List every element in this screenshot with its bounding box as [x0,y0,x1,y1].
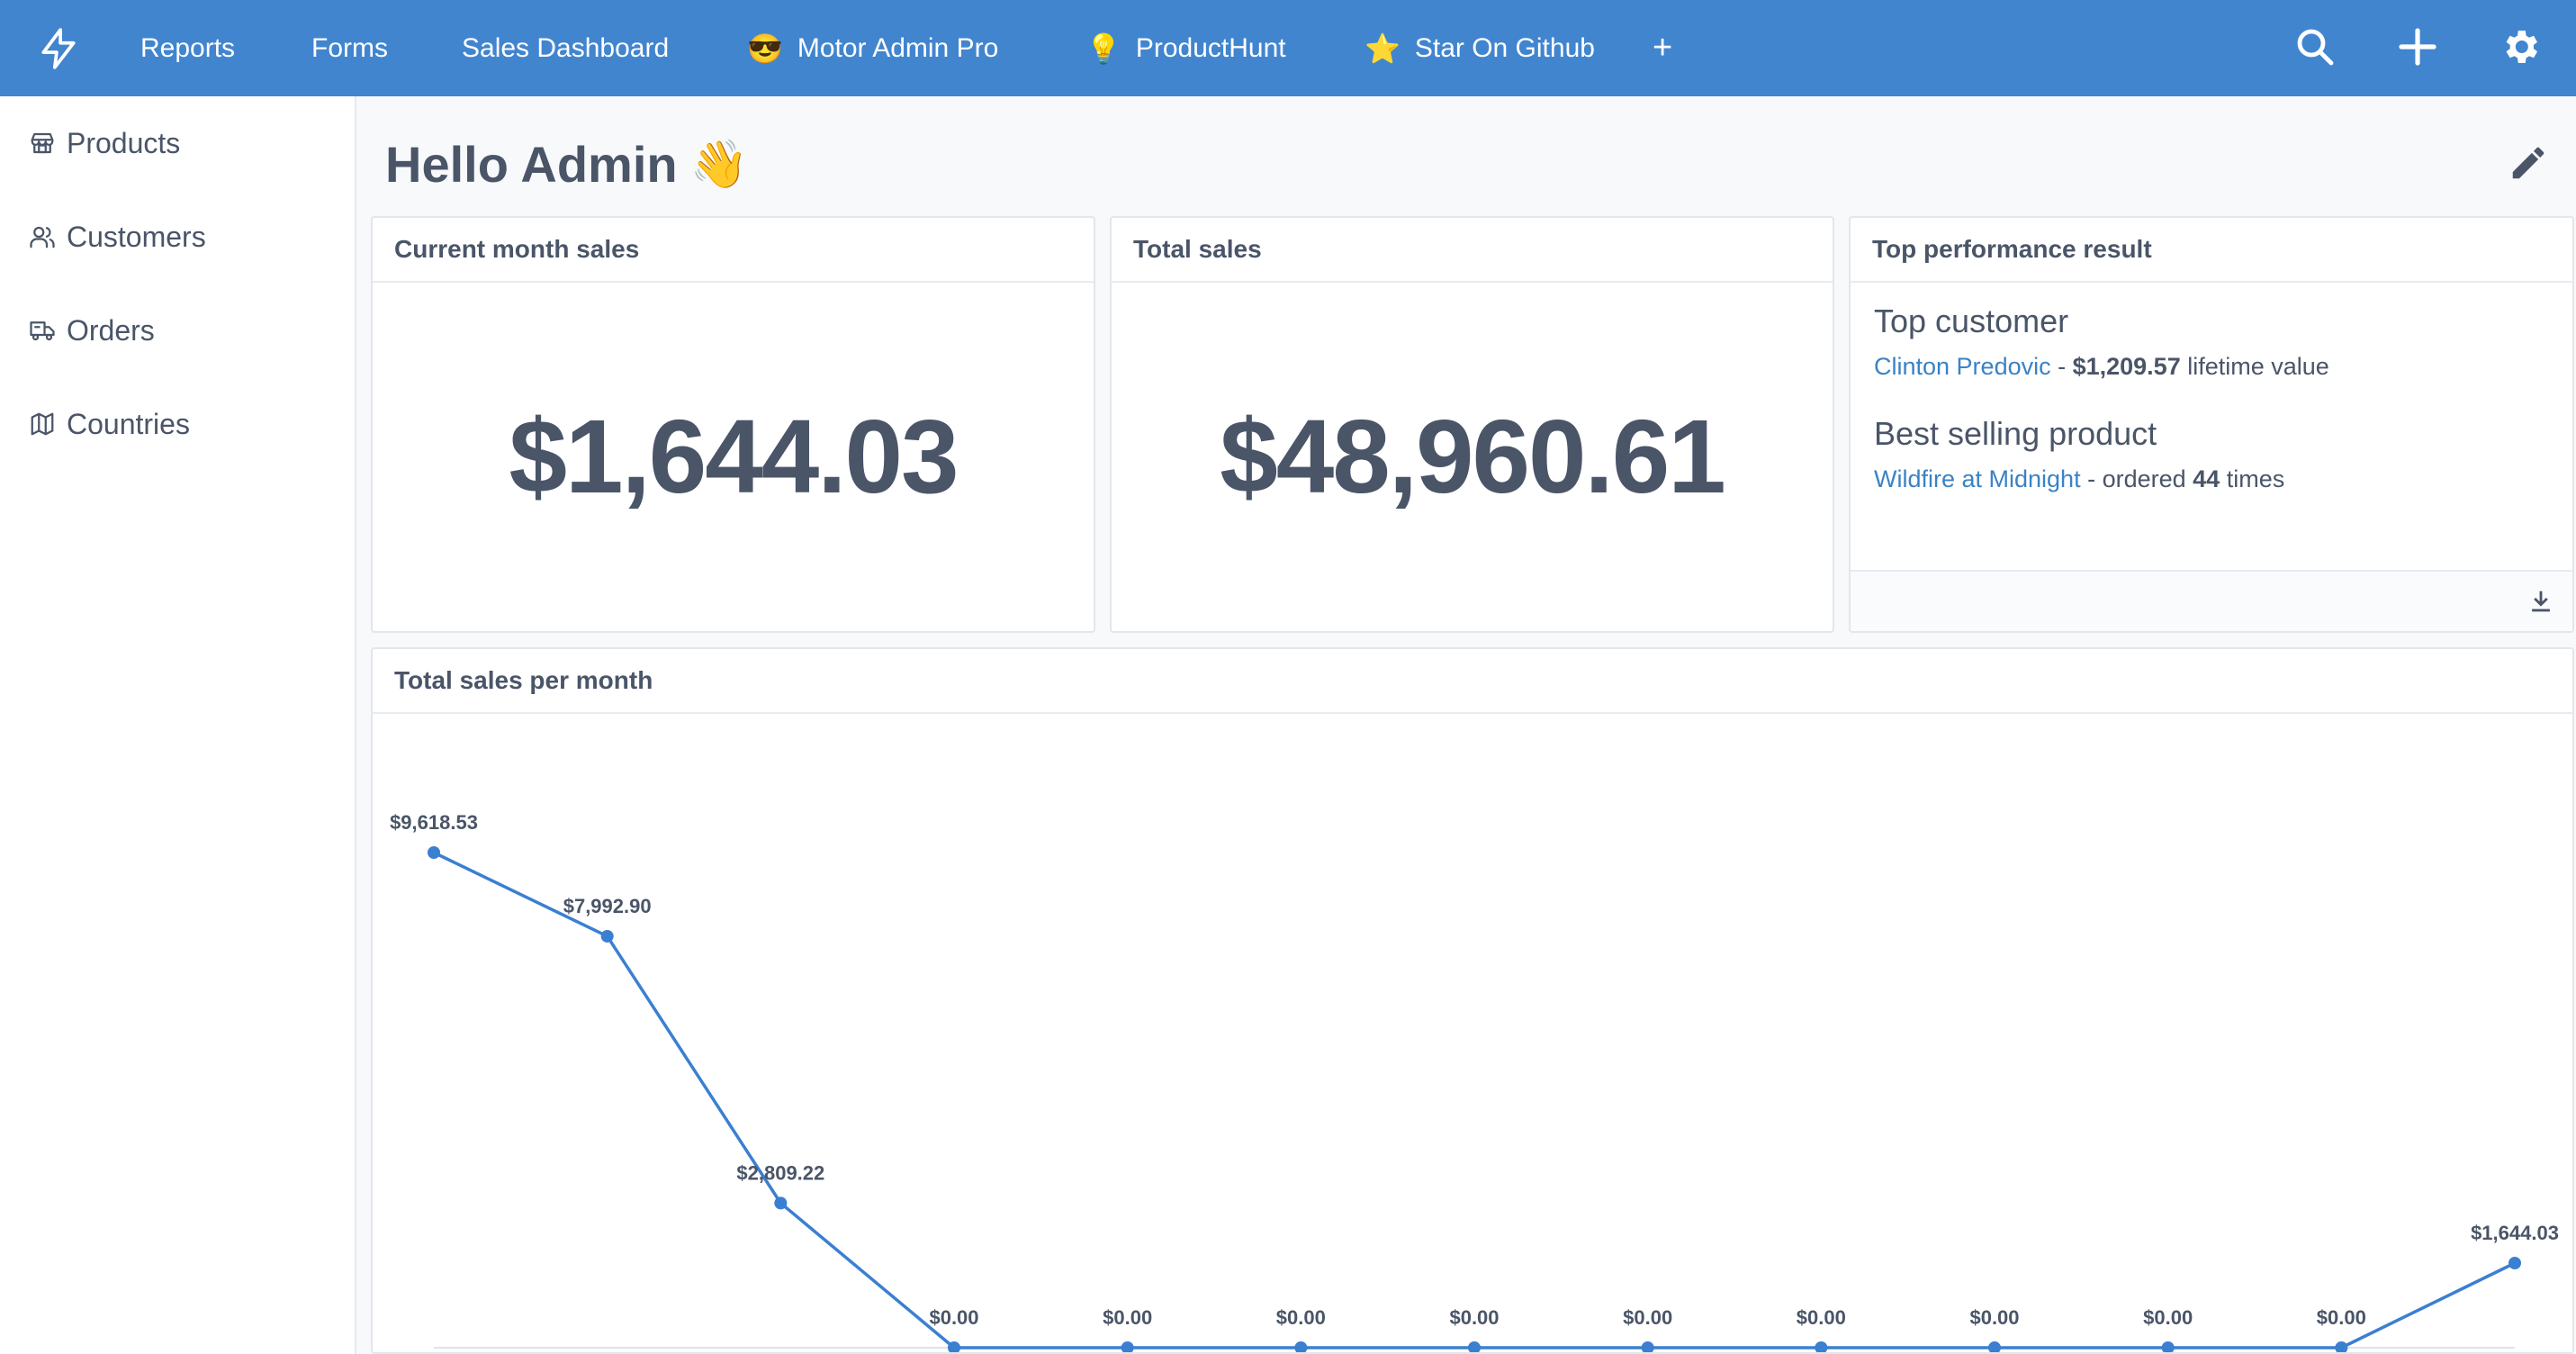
top-customer-suffix: lifetime value [2180,353,2329,380]
data-label: $0.00 [1103,1306,1152,1329]
top-customer-line: Clinton Predovic - $1,209.57 lifetime va… [1874,353,2549,381]
top-performance-title: Top performance result [1851,218,2572,283]
data-label: $0.00 [1276,1306,1326,1329]
data-point[interactable] [428,846,440,859]
truck-icon [30,321,55,341]
nav-reports-label: Reports [140,32,236,63]
top-performance-body: Top customer Clinton Predovic - $1,209.5… [1851,283,2572,544]
best-product-line: Wildfire at Midnight - ordered 44 times [1874,465,2549,493]
nav-reports[interactable]: Reports [140,0,235,96]
data-point[interactable] [2508,1256,2521,1269]
data-label: $0.00 [2143,1306,2193,1329]
top-customer-value: $1,209.57 [2072,353,2181,380]
data-label: $0.00 [929,1306,978,1329]
pencil-icon[interactable] [2508,142,2549,184]
top-navbar: Reports Forms Sales Dashboard 😎 Motor Ad… [0,0,2576,96]
best-product-prefix: - ordered [2080,465,2193,492]
star-emoji-icon: ⭐ [1365,32,1401,65]
data-label: $0.00 [1449,1306,1499,1329]
current-month-sales-value: $1,644.03 [509,397,959,515]
nav-sales-dashboard-label: Sales Dashboard [462,32,670,63]
lightbulb-emoji-icon: 💡 [1085,32,1121,65]
chart-title: Total sales per month [373,649,2572,714]
page-title-text: Hello Admin [385,136,678,193]
data-point[interactable] [1294,1341,1308,1354]
best-product-count: 44 [2193,465,2220,492]
download-icon[interactable] [2526,586,2556,617]
sales-chart-card: Total sales per month $9,618.53Jul 2021$… [371,647,2574,1354]
total-sales-value: $48,960.61 [1220,397,1726,515]
data-point[interactable] [1641,1341,1654,1354]
nav-motor-admin-pro-label: Motor Admin Pro [797,32,999,63]
series-line [433,851,2516,1349]
nav-producthunt-label: ProductHunt [1135,32,1286,63]
store-icon [31,132,54,154]
add-tab-button[interactable]: + [1653,0,1672,96]
data-point[interactable] [2161,1341,2175,1354]
top-performance-footer [1851,570,2572,631]
plus-icon[interactable] [2396,25,2439,68]
data-label: $7,992.90 [563,895,652,917]
data-label: $0.00 [1969,1306,2019,1329]
total-sales-card: Total sales $48,960.61 [1110,216,1834,633]
nav-star-on-github-label: Star On Github [1414,32,1595,63]
sidebar-item-orders-label: Orders [67,313,155,347]
sidebar-item-orders[interactable]: Orders [29,303,155,357]
data-label: $9,618.53 [390,811,478,834]
top-performance-card: Top performance result Top customer Clin… [1849,216,2574,633]
current-month-sales-card: Current month sales $1,644.03 [371,216,1095,633]
top-customer-link[interactable]: Clinton Predovic [1874,353,2051,380]
top-customer-heading: Top customer [1874,302,2069,339]
sidebar-item-products-label: Products [67,126,181,159]
data-label: $0.00 [2317,1306,2366,1329]
nav-sales-dashboard[interactable]: Sales Dashboard [462,0,669,96]
users-icon [30,226,55,248]
waving-hand-icon: 👋 [689,139,749,191]
sidebar-item-countries[interactable]: Countries [29,397,190,451]
nav-motor-admin-pro[interactable]: 😎 Motor Admin Pro [747,0,998,96]
sidebar: Products Customers Orders Countries [0,96,356,1354]
data-label: $0.00 [1623,1306,1672,1329]
data-point[interactable] [1121,1341,1134,1354]
sidebar-item-countries-label: Countries [67,407,190,440]
nav-star-on-github[interactable]: ⭐ Star On Github [1365,0,1595,96]
data-point[interactable] [1468,1341,1481,1354]
sidebar-item-products[interactable]: Products [29,116,180,170]
sidebar-item-customers-label: Customers [67,220,206,253]
sunglasses-emoji-icon: 😎 [747,32,783,65]
top-customer-separator: - [2050,353,2073,380]
data-point[interactable] [948,1341,960,1354]
map-icon [31,412,54,436]
gear-icon[interactable] [2499,25,2542,68]
add-tab-label: + [1653,29,1673,67]
nav-producthunt[interactable]: 💡 ProductHunt [1085,0,1286,96]
best-product-suffix: times [2220,465,2285,492]
page-title: Hello Admin 👋 [385,135,748,194]
nav-forms-label: Forms [311,32,388,63]
sidebar-item-customers[interactable]: Customers [29,210,206,264]
total-sales-title: Total sales [1112,218,1833,283]
lightning-icon[interactable] [36,23,81,74]
data-label: $0.00 [1797,1306,1846,1329]
search-icon[interactable] [2293,25,2337,68]
data-point[interactable] [2335,1341,2348,1354]
data-label: $2,809.22 [736,1161,824,1184]
data-point[interactable] [1815,1341,1828,1354]
best-product-heading: Best selling product [1874,415,2157,452]
sales-line-chart: $9,618.53Jul 2021$7,992.90Aug 2021$2,809… [390,811,2559,1354]
current-month-sales-title: Current month sales [373,218,1094,283]
data-point[interactable] [774,1196,788,1210]
data-label: $1,644.03 [2471,1222,2559,1244]
nav-forms[interactable]: Forms [311,0,388,96]
data-point[interactable] [1988,1341,2001,1354]
data-point[interactable] [600,929,614,943]
best-product-link[interactable]: Wildfire at Midnight [1874,465,2081,492]
